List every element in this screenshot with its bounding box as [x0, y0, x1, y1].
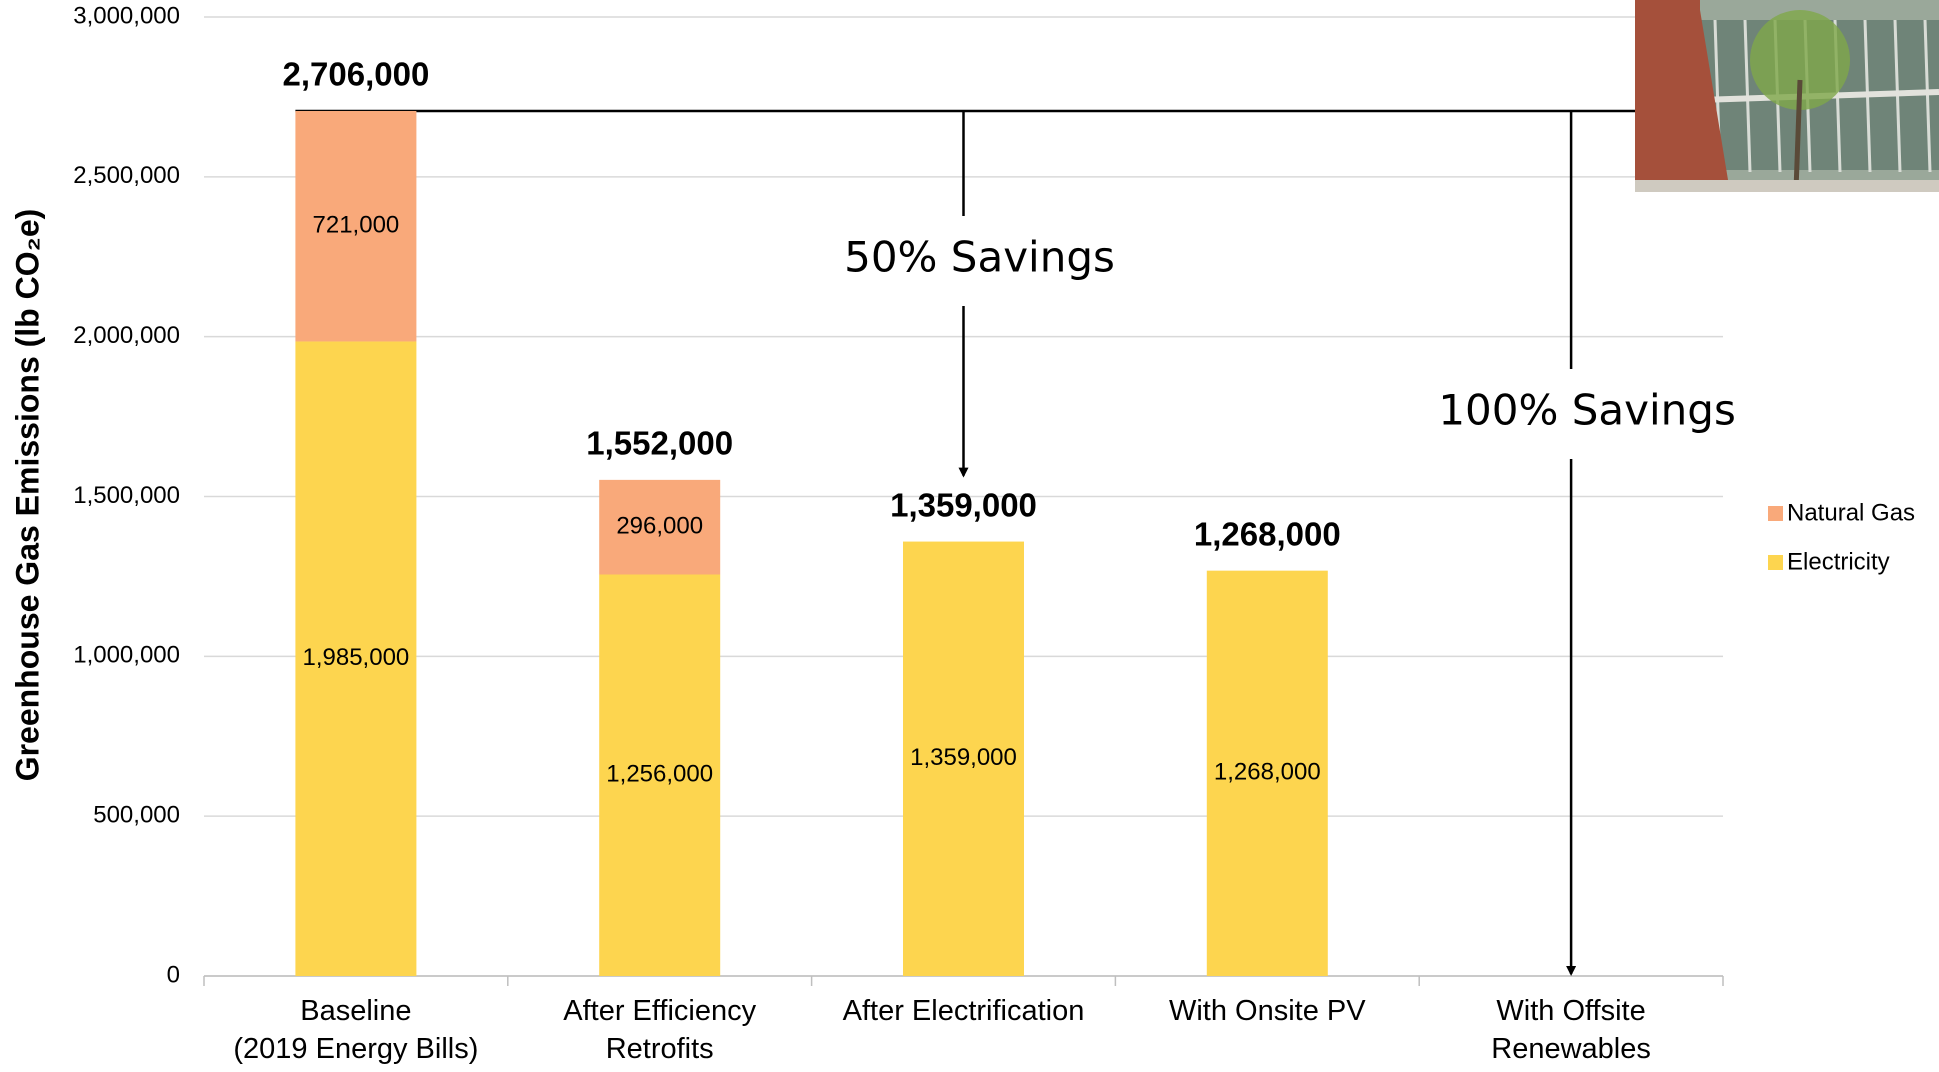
annotation: 100% Savings: [1438, 386, 1736, 435]
photo-ground: [1635, 180, 1939, 192]
y-tick-label: 3,000,000: [73, 2, 180, 29]
x-tick-label: With Offsite Renewables: [1491, 995, 1651, 1065]
photo-mullion: [1923, 19, 1932, 173]
photo: [1635, 0, 1939, 192]
x-tick-label-box: With Offsite Renewables: [1491, 995, 1651, 1065]
x-tick-label-box: Baseline (2019 Energy Bills): [233, 995, 479, 1065]
segment-label: 1,985,000: [303, 644, 410, 671]
x-tick-label: Baseline (2019 Energy Bills): [233, 995, 479, 1065]
bar-segment: [599, 479, 721, 575]
y-tick-label: 1,500,000: [73, 482, 180, 509]
y-axis-label: Greenhouse Gas Emissions (lb CO₂e): [9, 209, 45, 782]
segment-label: 296,000: [616, 513, 703, 540]
total-label: 1,268,000: [1194, 515, 1341, 552]
total-label: 1,359,000: [890, 486, 1037, 523]
y-tick-label: 1,000,000: [73, 642, 180, 669]
photo-trunk: [1793, 79, 1803, 191]
legend-swatch: [1768, 555, 1783, 570]
bar-segment: [1206, 570, 1328, 976]
x-tick-label-box: After Electrification: [842, 995, 1085, 1027]
segment-label: 721,000: [313, 212, 400, 239]
y-tick-label: 0: [167, 961, 180, 988]
total-label: 2,706,000: [282, 56, 429, 93]
legend-swatch: [1768, 506, 1783, 521]
y-tick-label: 2,500,000: [73, 162, 180, 189]
x-tick-label: With Onsite PV: [1168, 995, 1366, 1027]
x-tick-label: After Electrification: [842, 995, 1085, 1027]
bar-segment: [295, 110, 417, 342]
x-tick-label-box: After Efficiency Retrofits: [563, 995, 757, 1065]
bar-segment: [599, 574, 721, 976]
legend-label: Natural Gas: [1787, 499, 1915, 526]
segment-label: 1,256,000: [606, 761, 713, 788]
annotation: 50% Savings: [844, 233, 1115, 282]
y-tick-label: 500,000: [93, 802, 180, 829]
bar-segment: [903, 541, 1024, 976]
segment-label: 1,359,000: [910, 744, 1017, 771]
photo-brick: [1635, 0, 1730, 192]
y-tick-label: 2,000,000: [73, 322, 180, 349]
x-tick-label-box: With Onsite PV: [1168, 995, 1366, 1027]
segment-label: 1,268,000: [1214, 759, 1321, 786]
legend-label: Electricity: [1787, 548, 1890, 575]
bar-segment: [295, 341, 417, 976]
x-tick-label: After Efficiency Retrofits: [563, 995, 757, 1065]
photo-tree: [1750, 10, 1850, 110]
total-label: 1,552,000: [586, 425, 733, 462]
